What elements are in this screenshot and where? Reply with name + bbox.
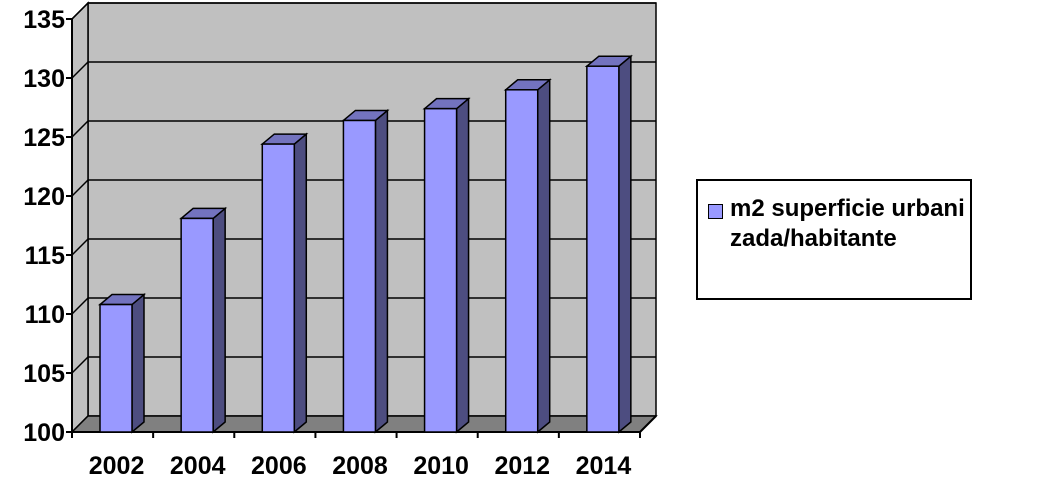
bar bbox=[260, 132, 309, 434]
gridline-side bbox=[71, 238, 89, 256]
gridline-side bbox=[71, 120, 89, 138]
x-tick-label: 2002 bbox=[89, 452, 145, 480]
bar bbox=[422, 97, 471, 434]
y-tick-label: 115 bbox=[25, 242, 65, 270]
bar-side bbox=[293, 132, 308, 434]
bar-front bbox=[586, 65, 620, 433]
bar bbox=[97, 292, 147, 434]
gridline-side bbox=[71, 179, 89, 197]
y-tick-label: 105 bbox=[23, 360, 65, 388]
gridline-side bbox=[71, 356, 89, 374]
bar-side bbox=[618, 54, 632, 434]
y-tick-label: 100 bbox=[23, 419, 65, 447]
bar-side bbox=[374, 108, 389, 434]
x-tick-label: 2004 bbox=[170, 452, 226, 480]
x-axis-edge bbox=[639, 415, 657, 433]
bar-front bbox=[423, 107, 458, 433]
legend-swatch bbox=[708, 204, 723, 219]
bar-front bbox=[342, 119, 377, 433]
y-tick-label: 110 bbox=[25, 301, 65, 329]
x-tick-label: 2010 bbox=[413, 452, 469, 480]
y-tick-label: 120 bbox=[23, 183, 65, 211]
legend-label: m2 superficie urbanizada/habitante bbox=[730, 195, 965, 252]
plot-side-wall bbox=[71, 1, 89, 434]
x-tick-label: 2008 bbox=[332, 452, 388, 480]
y-tick-label: 125 bbox=[23, 124, 65, 152]
bar bbox=[341, 108, 390, 434]
gridline-side bbox=[71, 61, 89, 79]
x-axis: 2002 2004 2006 2008 2010 2012 2014 bbox=[71, 415, 657, 480]
bar-side bbox=[212, 206, 226, 434]
y-tick-label: 135 bbox=[23, 6, 65, 34]
x-tick-label: 2012 bbox=[494, 452, 550, 480]
gridline-side bbox=[71, 2, 89, 20]
bar-side bbox=[131, 292, 145, 434]
bars bbox=[97, 54, 633, 434]
bar bbox=[179, 206, 228, 434]
x-tick-label: 2006 bbox=[251, 452, 307, 480]
bar bbox=[503, 78, 552, 434]
bar-side bbox=[536, 78, 551, 434]
bar-front bbox=[504, 89, 539, 433]
legend: m2 superficie urbanizada/habitante bbox=[696, 179, 972, 300]
bar-front bbox=[261, 143, 296, 433]
bar-front bbox=[180, 217, 214, 433]
y-tick-label: 130 bbox=[23, 65, 65, 93]
bar bbox=[584, 54, 633, 434]
x-tick-label: 2014 bbox=[576, 452, 632, 480]
bar-side bbox=[455, 97, 470, 434]
bar-front bbox=[99, 303, 133, 433]
y-axis: 100 105 110 115 120 125 130 135 bbox=[23, 6, 73, 447]
gridline-side bbox=[71, 297, 89, 315]
